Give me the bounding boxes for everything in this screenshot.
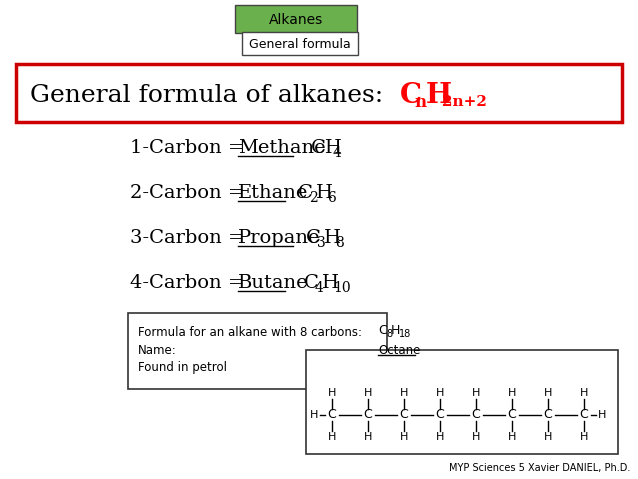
Text: Methane: Methane (238, 139, 325, 157)
Text: H: H (598, 410, 606, 420)
Text: H: H (328, 388, 336, 398)
Text: 1-Carbon =: 1-Carbon = (130, 139, 251, 157)
FancyBboxPatch shape (242, 32, 358, 55)
Text: H: H (472, 432, 480, 442)
FancyBboxPatch shape (306, 350, 618, 454)
Text: C: C (304, 274, 319, 292)
Text: C: C (298, 184, 313, 202)
Text: H: H (436, 388, 444, 398)
Text: H: H (328, 432, 336, 442)
Text: General formula of alkanes:: General formula of alkanes: (30, 83, 391, 106)
Text: Propane: Propane (238, 229, 320, 247)
Text: C: C (400, 81, 422, 109)
Text: 2: 2 (309, 191, 318, 205)
Text: Butane: Butane (238, 274, 309, 292)
Text: H: H (436, 432, 444, 442)
Text: C: C (399, 409, 408, 422)
Text: n: n (414, 93, 426, 111)
Text: H: H (544, 432, 552, 442)
Text: C: C (364, 409, 373, 422)
Text: 2n+2: 2n+2 (442, 95, 487, 109)
Text: Ethane: Ethane (238, 184, 308, 202)
Text: C: C (328, 409, 336, 422)
Text: 4: 4 (315, 281, 324, 295)
Text: 18: 18 (399, 329, 412, 339)
FancyBboxPatch shape (128, 313, 387, 389)
Text: 3: 3 (317, 236, 326, 250)
Text: Octane: Octane (378, 343, 420, 356)
Text: 4: 4 (333, 146, 342, 160)
Text: CH: CH (311, 139, 343, 157)
Text: H: H (322, 274, 339, 292)
Text: 3-Carbon =: 3-Carbon = (130, 229, 251, 247)
Text: H: H (508, 432, 516, 442)
Text: H: H (324, 229, 341, 247)
Text: H: H (580, 432, 588, 442)
Text: H: H (400, 388, 408, 398)
FancyBboxPatch shape (16, 64, 622, 122)
Text: H: H (544, 388, 552, 398)
Text: C: C (544, 409, 553, 422)
Text: Formula for an alkane with 8 carbons:: Formula for an alkane with 8 carbons: (138, 326, 362, 339)
Text: H: H (580, 388, 588, 398)
Text: H: H (400, 432, 408, 442)
Text: Name:: Name: (138, 343, 177, 356)
Text: H: H (426, 81, 452, 109)
Text: 4-Carbon =: 4-Carbon = (130, 274, 251, 292)
Text: C: C (471, 409, 480, 422)
Text: H: H (310, 410, 318, 420)
Text: H: H (364, 388, 372, 398)
Text: 8: 8 (386, 329, 392, 339)
Text: H: H (508, 388, 516, 398)
Text: C: C (306, 229, 321, 247)
Text: 2-Carbon =: 2-Carbon = (130, 184, 251, 202)
FancyBboxPatch shape (235, 5, 357, 33)
Text: H: H (364, 432, 372, 442)
Text: C: C (508, 409, 516, 422)
Text: Found in petrol: Found in petrol (138, 362, 227, 375)
Text: 6: 6 (327, 191, 336, 205)
Text: 10: 10 (333, 281, 351, 295)
Text: C: C (580, 409, 588, 422)
Text: Alkanes: Alkanes (269, 13, 323, 27)
Text: MYP Sciences 5 Xavier DANIEL, Ph.D.: MYP Sciences 5 Xavier DANIEL, Ph.D. (449, 463, 630, 473)
Text: H: H (316, 184, 333, 202)
Text: C: C (378, 323, 387, 337)
Text: C: C (436, 409, 445, 422)
Text: General formula: General formula (249, 37, 351, 50)
Text: H: H (391, 323, 401, 337)
Text: H: H (472, 388, 480, 398)
Text: 8: 8 (335, 236, 344, 250)
